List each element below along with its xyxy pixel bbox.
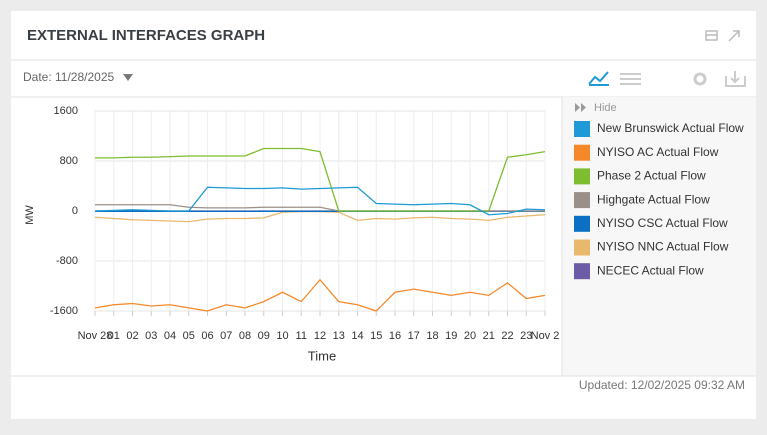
legend-entry[interactable]: NYISO CSC Actual Flow bbox=[597, 216, 728, 230]
x-tick-label: 14 bbox=[351, 330, 363, 342]
y-tick-label: 1600 bbox=[54, 105, 78, 117]
updated-time: Updated: 12/02/2025 09:32 AM bbox=[579, 378, 745, 392]
title: EXTERNAL INTERFACES GRAPH bbox=[27, 27, 265, 44]
legend-panel bbox=[562, 97, 756, 376]
download-icon[interactable] bbox=[725, 71, 746, 87]
y-tick-label: 0 bbox=[72, 205, 78, 217]
x-tick-label: 22 bbox=[501, 330, 513, 342]
x-tick-label: 03 bbox=[145, 330, 157, 342]
x-tick-label: 10 bbox=[276, 330, 288, 342]
x-tick-label: 06 bbox=[201, 330, 213, 342]
legend-entry[interactable]: Highgate Actual Flow bbox=[597, 192, 710, 206]
x-tick-label: 01 bbox=[108, 330, 120, 342]
x-axis-label: Time bbox=[308, 348, 336, 363]
series-line bbox=[94, 186, 546, 216]
series-line bbox=[94, 278, 546, 312]
hide-legend[interactable]: Hide bbox=[594, 102, 617, 114]
legend-entry[interactable]: NYISO AC Actual Flow bbox=[597, 145, 719, 159]
x-tick-label: 09 bbox=[258, 330, 270, 342]
x-tick-label: 17 bbox=[408, 330, 420, 342]
x-tick-label: 15 bbox=[370, 330, 382, 342]
x-tick-label: 04 bbox=[164, 330, 176, 342]
legend-swatch bbox=[574, 144, 590, 161]
y-tick-label: -800 bbox=[56, 255, 78, 267]
hide-icon[interactable] bbox=[575, 103, 586, 112]
x-tick-label: 05 bbox=[183, 330, 195, 342]
series-line bbox=[95, 147, 546, 212]
y-tick-label: 800 bbox=[60, 155, 78, 167]
y-tick-label: -1600 bbox=[50, 305, 78, 317]
legend-entry[interactable]: NECEC Actual Flow bbox=[597, 263, 704, 277]
date-selector[interactable]: Date: 11/28/2025 bbox=[23, 70, 115, 84]
legend-swatch bbox=[574, 168, 590, 185]
x-tick-label: 20 bbox=[464, 330, 476, 342]
x-tick-label: Nov 28 bbox=[78, 330, 113, 342]
legend-swatch bbox=[574, 239, 590, 256]
line-view-icon[interactable] bbox=[588, 71, 609, 85]
x-tick-label: 11 bbox=[296, 330, 307, 342]
x-tick-label: 12 bbox=[314, 330, 326, 342]
window-icons[interactable] bbox=[705, 30, 740, 42]
x-tick-label: 08 bbox=[239, 330, 251, 342]
x-tick-label: 16 bbox=[389, 330, 401, 342]
x-tick-label: 13 bbox=[333, 330, 345, 342]
legend-swatch bbox=[574, 121, 590, 137]
settings-icon[interactable] bbox=[693, 72, 707, 86]
x-tick-label: 19 bbox=[445, 330, 457, 342]
x-tick-label: 23 bbox=[520, 330, 532, 342]
x-tick-label: 07 bbox=[220, 330, 232, 342]
legend-swatch bbox=[574, 215, 590, 232]
legend-swatch bbox=[574, 263, 590, 280]
legend-entry[interactable]: NYISO NNC Actual Flow bbox=[597, 240, 729, 254]
y-axis-label: MW bbox=[24, 205, 36, 225]
x-tick-label: Nov 2 bbox=[531, 330, 560, 342]
table-view-icon[interactable] bbox=[620, 73, 641, 85]
x-tick-label: 02 bbox=[126, 330, 138, 342]
legend-entry[interactable]: New Brunswick Actual Flow bbox=[597, 121, 744, 135]
date-caret[interactable] bbox=[123, 74, 133, 81]
x-tick-label: 18 bbox=[426, 330, 438, 342]
legend-entry[interactable]: Phase 2 Actual Flow bbox=[597, 169, 706, 183]
x-tick-label: 21 bbox=[483, 330, 495, 342]
expand-icon[interactable] bbox=[728, 30, 740, 42]
legend-swatch bbox=[574, 192, 590, 209]
